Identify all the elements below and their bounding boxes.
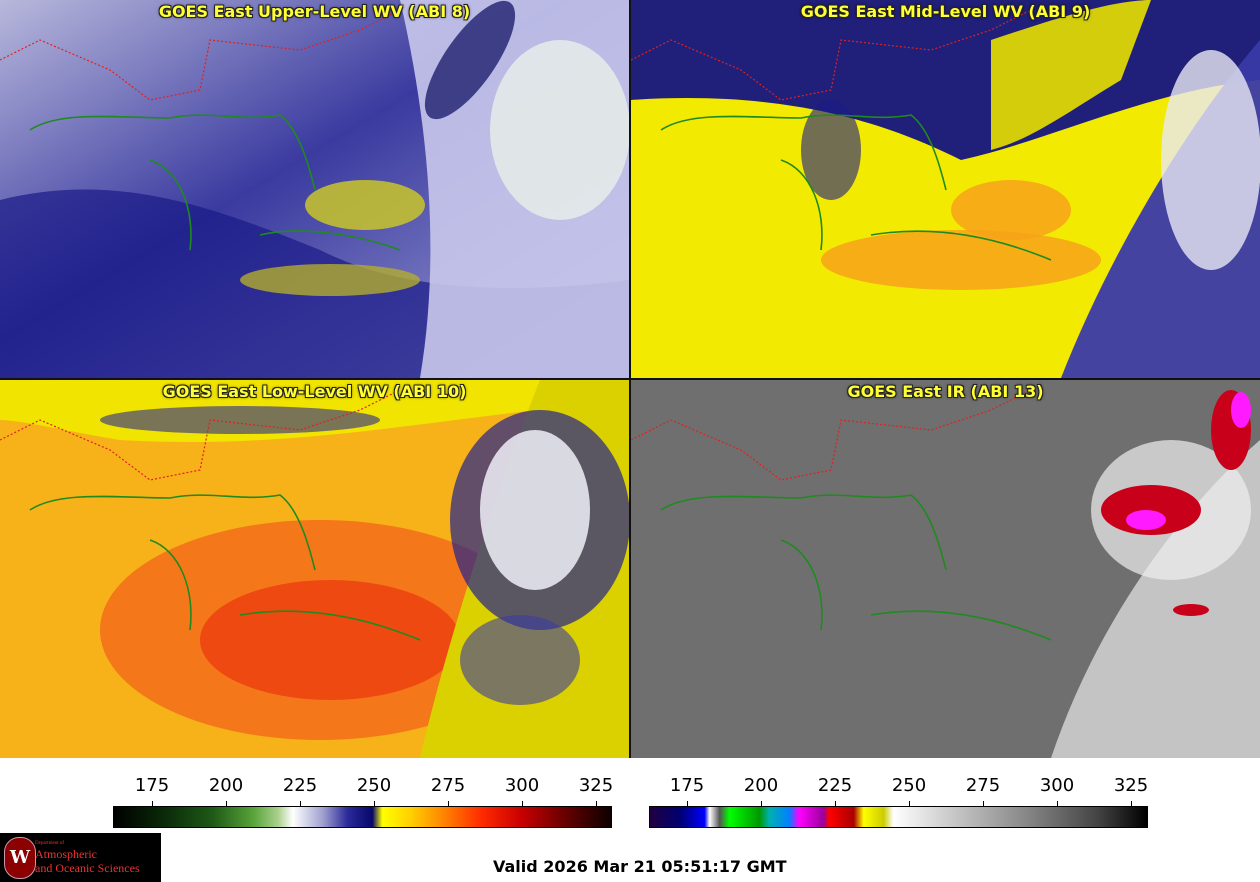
upper-level-wv-image (0, 0, 629, 378)
ir-tick-label: 275 (965, 775, 1001, 796)
wv-tick-label: 225 (282, 775, 318, 796)
wv-tick-label: 250 (356, 775, 392, 796)
mid-level-wv-panel: GOES East Mid-Level WV (ABI 9) (631, 0, 1260, 378)
upper-level-wv-panel: GOES East Upper-Level WV (ABI 8) (0, 0, 629, 378)
ir-tick-label: 200 (743, 775, 779, 796)
wv-tick-label: 300 (504, 775, 540, 796)
wv-tick-mark (596, 801, 597, 806)
ir-tick-mark (761, 801, 762, 806)
panel-title: GOES East Low-Level WV (ABI 10) (162, 382, 467, 401)
ir-panel: GOES East IR (ABI 13) (631, 380, 1260, 758)
wv-tick-mark (152, 801, 153, 806)
ir-tick-mark (983, 801, 984, 806)
ir-image (631, 380, 1260, 758)
wv-tick-label: 325 (578, 775, 614, 796)
wv-tick-mark (448, 801, 449, 806)
wv-tick-label: 175 (134, 775, 170, 796)
uw-crest-icon: W (4, 837, 36, 879)
wv-tick-mark (522, 801, 523, 806)
ir-tick-label: 300 (1039, 775, 1075, 796)
ir-tick-mark (1057, 801, 1058, 806)
ir-tick-mark (1131, 801, 1132, 806)
low-level-wv-image (0, 380, 629, 758)
ir-tick-mark (909, 801, 910, 806)
mid-level-wv-image (631, 0, 1260, 378)
ir-tick-mark (687, 801, 688, 806)
wv-tick-label: 200 (208, 775, 244, 796)
logo-line-2: Atmospheric (35, 847, 97, 861)
ir-tick-label: 225 (817, 775, 853, 796)
wv-colorbar (113, 806, 612, 828)
ir-colorbar (649, 806, 1148, 828)
wv-tick-mark (226, 801, 227, 806)
ir-tick-label: 325 (1113, 775, 1149, 796)
ir-tick-label: 250 (891, 775, 927, 796)
panel-title: GOES East Upper-Level WV (ABI 8) (158, 2, 471, 21)
wv-tick-label: 275 (430, 775, 466, 796)
ir-tick-label: 175 (669, 775, 705, 796)
valid-time-label: Valid 2026 Mar 21 05:51:17 GMT (493, 857, 787, 876)
logo-line-3: and Oceanic Sciences (35, 861, 140, 875)
low-level-wv-panel: GOES East Low-Level WV (ABI 10) (0, 380, 629, 758)
panel-title: GOES East Mid-Level WV (ABI 9) (800, 2, 1091, 21)
aos-logo: W Department of Atmospheric and Oceanic … (0, 833, 161, 882)
horizontal-divider (0, 378, 1260, 380)
wv-tick-mark (300, 801, 301, 806)
wv-tick-mark (374, 801, 375, 806)
panel-title: GOES East IR (ABI 13) (847, 382, 1044, 401)
logo-line-1: Department of (35, 841, 65, 846)
ir-tick-mark (835, 801, 836, 806)
